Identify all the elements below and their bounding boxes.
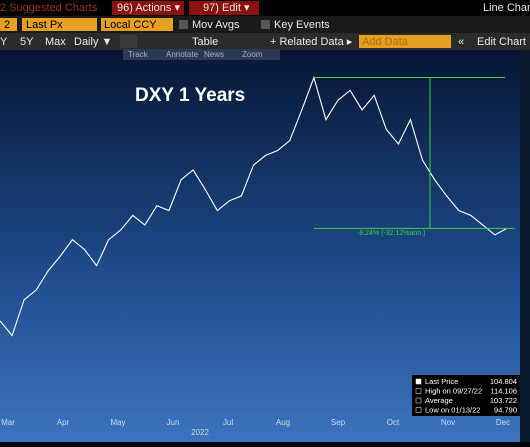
field-input[interactable] bbox=[0, 18, 17, 31]
price-line bbox=[0, 75, 508, 337]
x-year: 2022 bbox=[191, 428, 209, 437]
x-tick-label: Apr bbox=[57, 418, 70, 427]
checkbox[interactable] bbox=[179, 20, 188, 29]
tool[interactable]: Annotate bbox=[166, 50, 199, 59]
x-tick-label: Sep bbox=[331, 418, 346, 427]
x-tick-label: May bbox=[110, 418, 125, 427]
period[interactable]: Y bbox=[0, 36, 8, 48]
legend-label: High on 09/27/22 bbox=[425, 386, 482, 395]
period[interactable]: Max bbox=[45, 36, 66, 48]
legend-value: 104.804 bbox=[490, 377, 517, 386]
annotation: -8.24% (-32.12%ann.) bbox=[357, 230, 425, 237]
add-data[interactable]: Add Data bbox=[362, 36, 409, 48]
frequency[interactable]: Daily ▼ bbox=[74, 36, 112, 48]
edit[interactable]: 97) Edit ▾ bbox=[203, 2, 250, 14]
price-input[interactable] bbox=[22, 18, 97, 31]
tool[interactable]: Track bbox=[128, 50, 149, 59]
edit-btn[interactable] bbox=[189, 1, 259, 15]
x-tick-label: Jun bbox=[167, 418, 180, 427]
key-events[interactable]: Key Events bbox=[274, 19, 330, 31]
legend-value: 94.790 bbox=[494, 405, 517, 414]
actions[interactable]: 96) Actions ▾ bbox=[117, 2, 180, 14]
nav[interactable]: « bbox=[458, 36, 464, 48]
legend-box bbox=[412, 375, 520, 416]
mov-avgs[interactable]: Mov Avgs bbox=[192, 19, 240, 31]
legend-swatch bbox=[415, 407, 422, 413]
legend-label: Average bbox=[425, 396, 453, 405]
currency[interactable]: Local CCY bbox=[104, 19, 157, 31]
line-icon[interactable] bbox=[120, 35, 137, 48]
x-tick-label: Oct bbox=[387, 418, 400, 427]
legend-swatch bbox=[415, 388, 422, 394]
chart-kind: Line Chart bbox=[483, 2, 530, 14]
edit-chart[interactable]: Edit Chart bbox=[477, 36, 526, 48]
add-data-input[interactable] bbox=[359, 35, 451, 48]
table[interactable]: Table bbox=[192, 36, 218, 48]
field[interactable]: 2 bbox=[4, 19, 10, 31]
x-tick-label: Aug bbox=[276, 418, 290, 427]
checkbox[interactable] bbox=[261, 20, 270, 29]
legend-label: Low on 01/13/22 bbox=[425, 405, 480, 414]
actions-btn[interactable] bbox=[112, 1, 184, 15]
legend-value: 114.106 bbox=[490, 386, 517, 395]
legend-swatch bbox=[415, 397, 422, 404]
tool[interactable]: News bbox=[204, 50, 224, 59]
x-tick-label: Dec bbox=[496, 418, 510, 427]
tool-strip bbox=[123, 49, 280, 60]
price[interactable]: Last Px bbox=[26, 19, 63, 31]
tool[interactable]: Zoom bbox=[242, 50, 263, 59]
period[interactable]: 5Y bbox=[20, 36, 34, 48]
suggested[interactable]: 2 Suggested Charts bbox=[0, 2, 98, 14]
right-axis bbox=[520, 50, 530, 442]
related[interactable]: + Related Data ▸ bbox=[270, 36, 353, 48]
legend-label: Last Price bbox=[425, 377, 458, 386]
chart-title: DXY 1 Years bbox=[135, 85, 245, 106]
ccy-input[interactable] bbox=[101, 18, 173, 31]
x-tick-label: Nov bbox=[441, 418, 455, 427]
legend-value: 103.722 bbox=[490, 396, 517, 405]
x-tick-label: Jul bbox=[223, 418, 233, 427]
legend-swatch bbox=[415, 378, 422, 385]
x-tick-label: Mar bbox=[1, 418, 15, 427]
